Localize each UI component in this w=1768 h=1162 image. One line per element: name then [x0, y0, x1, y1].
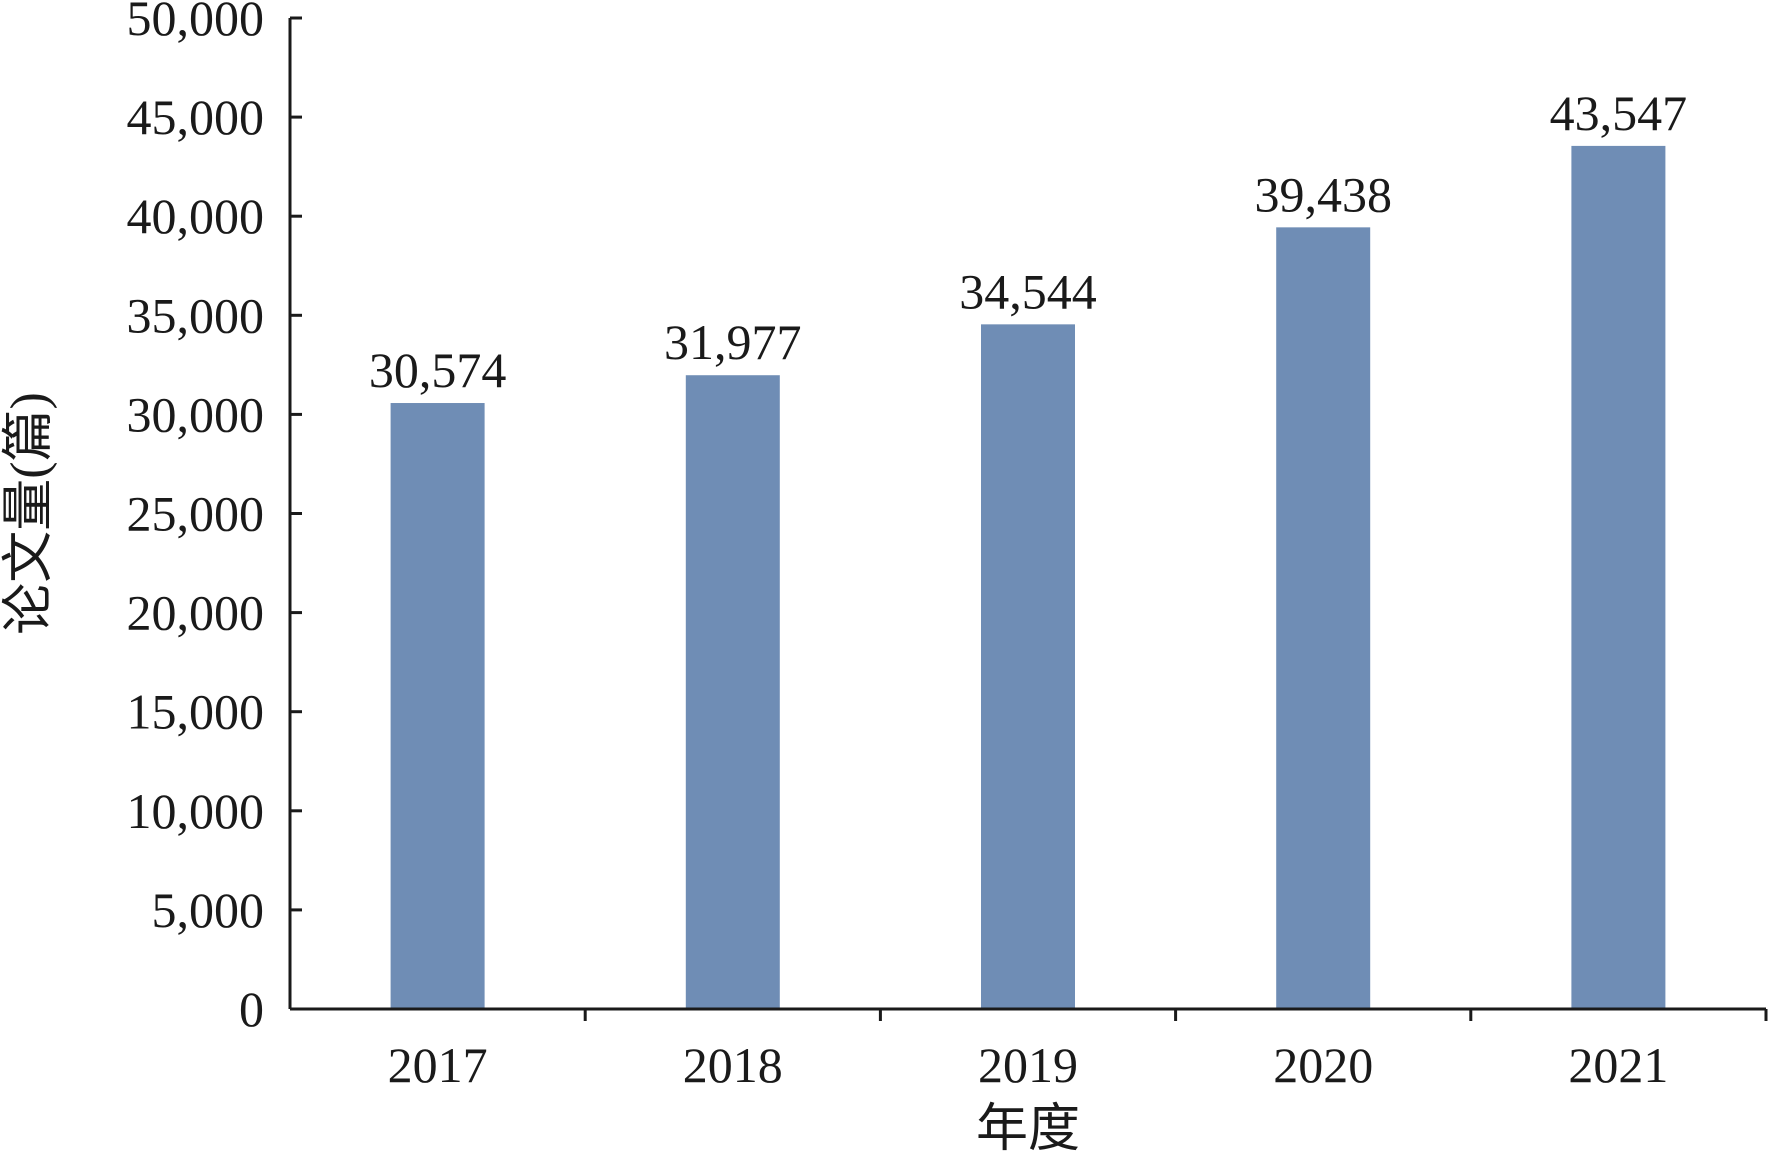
bar-2017 — [390, 403, 485, 1009]
y-tick-label: 5,000 — [152, 882, 265, 938]
bar-2021 — [1571, 145, 1666, 1010]
y-tick-label: 40,000 — [127, 188, 265, 244]
bar-2018 — [685, 375, 780, 1010]
y-tick-label: 15,000 — [127, 684, 265, 740]
data-label: 30,574 — [369, 342, 507, 398]
x-axis-title: 年度 — [976, 1101, 1080, 1157]
y-tick-label: 25,000 — [127, 486, 265, 542]
y-tick-label: 10,000 — [127, 783, 265, 839]
x-tick-label: 2018 — [683, 1037, 783, 1093]
data-label: 31,977 — [664, 314, 802, 370]
y-axis-title: 论文量(篇) — [1, 392, 58, 635]
bars-layer — [390, 145, 1666, 1010]
x-tick-label: 2020 — [1273, 1037, 1373, 1093]
data-label: 43,547 — [1550, 85, 1688, 141]
data-labels-layer: 30,574 31,977 34,544 39,438 43,547 — [369, 85, 1687, 398]
x-ticks-layer: 2017 2018 2019 2020 2021 — [388, 1009, 1768, 1093]
x-tick-label: 2021 — [1568, 1037, 1668, 1093]
y-tick-label: 35,000 — [127, 287, 265, 343]
y-ticks-layer: 0 5,000 10,000 15,000 20,000 25,000 30,000 35,0… — [127, 0, 302, 1037]
y-tick-label: 30,000 — [127, 386, 265, 442]
y-tick-label: 50,000 — [127, 0, 265, 46]
bar-2019 — [981, 324, 1075, 1010]
y-tick-label: 20,000 — [127, 585, 265, 641]
x-tick-label: 2019 — [978, 1037, 1078, 1093]
data-label: 34,544 — [959, 263, 1097, 319]
data-label: 39,438 — [1254, 166, 1392, 222]
bar-2020 — [1276, 227, 1371, 1009]
y-tick-label: 45,000 — [127, 89, 265, 145]
x-tick-label: 2017 — [388, 1037, 488, 1093]
y-tick-label: 0 — [239, 981, 264, 1037]
